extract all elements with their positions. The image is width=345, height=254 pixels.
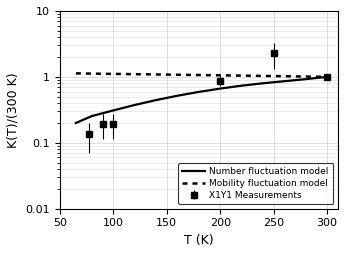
Line: Number fluctuation model: Number fluctuation model (76, 77, 327, 123)
Number fluctuation model (74, 121, 78, 124)
Number fluctuation model (197, 90, 201, 93)
Mobility fluctuation model (74, 72, 78, 75)
Number fluctuation model (239, 84, 244, 87)
Number fluctuation model (132, 103, 137, 106)
Mobility fluctuation model (231, 74, 235, 77)
Mobility fluctuation model (226, 74, 230, 77)
Line: Mobility fluctuation model: Mobility fluctuation model (76, 73, 333, 77)
Number fluctuation model (325, 75, 329, 78)
Number fluctuation model (111, 109, 115, 112)
Number fluctuation model (218, 87, 222, 90)
Legend: Number fluctuation model, Mobility fluctuation model, X1Y1 Measurements: Number fluctuation model, Mobility fluct… (178, 163, 333, 204)
Mobility fluctuation model (306, 75, 310, 78)
Y-axis label: K(T)/(300 K): K(T)/(300 K) (7, 72, 20, 148)
Number fluctuation model (304, 78, 308, 81)
Number fluctuation model (154, 99, 158, 102)
Mobility fluctuation model (75, 72, 79, 75)
Number fluctuation model (282, 80, 286, 83)
Number fluctuation model (175, 94, 179, 97)
Mobility fluctuation model (331, 75, 335, 78)
Mobility fluctuation model (290, 75, 294, 78)
Mobility fluctuation model (227, 74, 231, 77)
X-axis label: T (K): T (K) (184, 234, 214, 247)
Number fluctuation model (261, 82, 265, 85)
Number fluctuation model (90, 115, 94, 118)
